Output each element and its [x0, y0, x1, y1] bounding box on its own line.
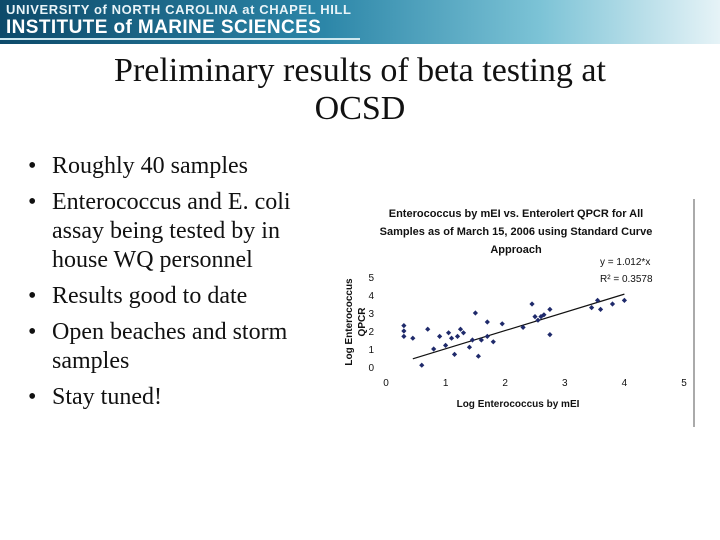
data-point: [594, 297, 601, 303]
data-point: [466, 344, 473, 350]
data-point: [490, 339, 496, 345]
bullet-item: Stay tuned!: [28, 383, 328, 412]
banner-rule: [0, 38, 360, 40]
slide-title: Preliminary results of beta testing at O…: [40, 52, 680, 128]
x-tick-label: 0: [383, 378, 389, 389]
data-point: [547, 332, 553, 338]
y-tick-label: 5: [368, 273, 374, 284]
y-axis-label: Log Enterococcus: [344, 278, 355, 366]
slide-title-line-1: Preliminary results of beta testing at: [114, 52, 606, 89]
y-tick-label: 1: [368, 345, 374, 356]
bullet-item: Results good to date: [28, 282, 328, 311]
trendline-equation: y = 1.012*x: [600, 257, 650, 268]
data-point: [451, 351, 458, 357]
y-axis-label: QPCR: [357, 307, 368, 337]
chart-title-line: Enterococcus by mEI vs. Enterolert QPCR …: [389, 208, 644, 220]
bullet-item: Roughly 40 samples: [28, 152, 328, 181]
data-point: [437, 333, 443, 339]
data-point: [431, 346, 437, 352]
data-point: [499, 321, 505, 327]
data-point: [401, 328, 407, 334]
data-point: [547, 306, 553, 312]
institute-banner: UNIVERSITY of NORTH CAROLINA at CHAPEL H…: [0, 0, 720, 44]
data-point: [425, 326, 431, 332]
data-point: [401, 333, 407, 339]
x-tick-label: 3: [562, 378, 568, 389]
data-point: [535, 317, 541, 323]
data-point: [478, 337, 484, 343]
chart-title-line: Approach: [490, 244, 542, 256]
data-point: [448, 335, 455, 341]
slide-title-line-2: OCSD: [314, 90, 406, 127]
banner-institute: INSTITUTE of MARINE SCIENCES: [6, 17, 322, 38]
bullet-list: Roughly 40 samples Enterococcus and E. c…: [28, 152, 328, 419]
data-point: [419, 362, 425, 368]
data-point: [457, 326, 464, 332]
data-point: [589, 305, 595, 311]
x-tick-label: 5: [681, 378, 687, 389]
y-tick-label: 0: [368, 363, 374, 374]
data-point: [532, 314, 538, 320]
data-point: [475, 353, 481, 359]
data-point: [597, 306, 604, 312]
data-point: [445, 330, 452, 336]
data-point: [529, 301, 535, 307]
data-point: [541, 312, 547, 318]
chart-canvas: Enterococcus by mEI vs. Enterolert QPCR …: [344, 199, 695, 427]
data-point: [472, 310, 478, 316]
y-tick-label: 3: [368, 309, 374, 320]
x-tick-label: 2: [502, 378, 508, 389]
data-point: [484, 333, 490, 339]
data-point: [460, 330, 467, 336]
data-point: [621, 297, 627, 303]
data-point: [609, 301, 616, 307]
data-point: [454, 333, 461, 339]
x-tick-label: 4: [622, 378, 628, 389]
y-tick-label: 2: [368, 327, 374, 338]
r-squared-label: R² = 0.3578: [600, 274, 653, 285]
data-point: [401, 323, 407, 329]
chart-title-line: Samples as of March 15, 2006 using Stand…: [380, 226, 653, 238]
data-point: [469, 337, 476, 343]
x-tick-label: 1: [443, 378, 449, 389]
bullet-item: Open beaches and storm samples: [28, 318, 328, 376]
scatter-chart: Enterococcus by mEI vs. Enterolert QPCR …: [338, 195, 698, 435]
y-tick-label: 4: [368, 291, 374, 302]
trendline: [412, 293, 625, 360]
x-axis-label: Log Enterococcus by mEI: [457, 399, 580, 410]
data-point: [410, 335, 416, 341]
data-point: [443, 342, 449, 348]
data-point: [484, 319, 490, 325]
bullet-item: Enterococcus and E. coli assay being tes…: [28, 188, 328, 275]
banner-university: UNIVERSITY of NORTH CAROLINA at CHAPEL H…: [6, 2, 352, 17]
